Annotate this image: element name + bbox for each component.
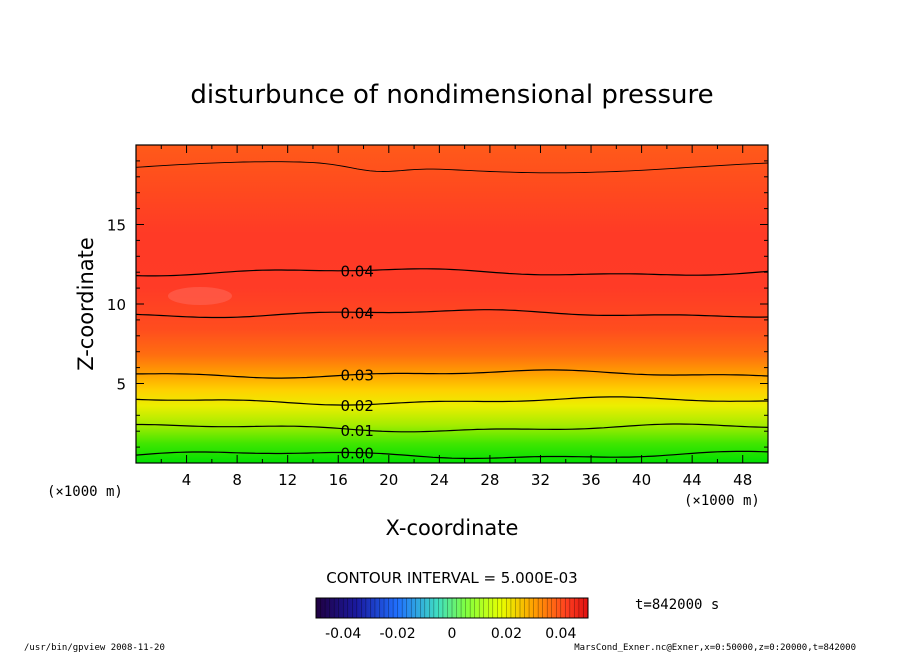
x-tick-label: 12 (278, 471, 297, 489)
x-tick-label: 8 (232, 471, 242, 489)
x-tick-label: 4 (182, 471, 192, 489)
contour-labels: 0.00 0.01 0.02 0.03 0.04 0.04 (340, 263, 373, 463)
contour-label: 0.04 (340, 304, 373, 322)
pressure-field (136, 145, 768, 463)
colorbar-tick-label: 0 (448, 626, 457, 642)
contour-line (135, 309, 769, 319)
contour-line (135, 396, 768, 406)
footer-program: /usr/bin/gpview 2008-11-20 (24, 643, 165, 653)
y-axis-label: Z-coordinate (74, 237, 98, 371)
y-tick-labels: 5 10 15 (107, 217, 126, 394)
contour-line-upper (135, 161, 769, 174)
y-tick-label: 5 (116, 376, 126, 394)
colorbar-stripes (320, 598, 584, 618)
contour-interval-label: CONTOUR INTERVAL = 5.000E-03 (326, 569, 577, 587)
x-tick-label: 20 (379, 471, 398, 489)
contour-label: 0.00 (340, 445, 373, 463)
z-unit-label: (×1000 m) (47, 484, 123, 500)
contour-line (135, 450, 769, 460)
x-tick-label: 36 (581, 471, 600, 489)
contour-line (136, 423, 769, 433)
y-tick-label: 15 (107, 217, 126, 235)
x-tick-labels: 4 8 12 16 20 24 28 32 36 40 44 48 (182, 471, 752, 489)
colorbar-tick-label: -0.02 (379, 626, 415, 642)
y-tick-label: 10 (107, 296, 126, 314)
pressure-maximum-patch (168, 287, 232, 305)
x-axis-label: X-coordinate (386, 516, 519, 540)
x-unit-label: (×1000 m) (684, 493, 760, 509)
x-tick-label: 48 (733, 471, 752, 489)
x-tick-label: 16 (329, 471, 348, 489)
x-tick-label: 40 (632, 471, 651, 489)
axis-ticks (136, 145, 768, 463)
x-tick-label: 28 (480, 471, 499, 489)
footer-source: MarsCond_Exner.nc@Exner,x=0:50000,z=0:20… (574, 643, 856, 653)
contour-label: 0.03 (340, 366, 373, 384)
contour-label: 0.01 (340, 422, 373, 440)
contour-label: 0.02 (340, 397, 373, 415)
contour-line (135, 268, 769, 277)
colorbar-tick-label: -0.04 (325, 626, 361, 642)
contour-label: 0.04 (340, 263, 373, 281)
x-tick-label: 24 (430, 471, 449, 489)
time-label: t=842000 s (635, 597, 719, 613)
contour-lines (135, 161, 769, 460)
chart-title: disturbunce of nondimensional pressure (190, 80, 713, 110)
x-tick-label: 44 (683, 471, 702, 489)
contour-line (136, 369, 769, 379)
colorbar-tick-labels: -0.04 -0.02 0 0.02 0.04 (325, 626, 576, 642)
colorbar-tick-label: 0.02 (491, 626, 522, 642)
colorbar-tick-label: 0.04 (545, 626, 576, 642)
x-tick-label: 32 (531, 471, 550, 489)
